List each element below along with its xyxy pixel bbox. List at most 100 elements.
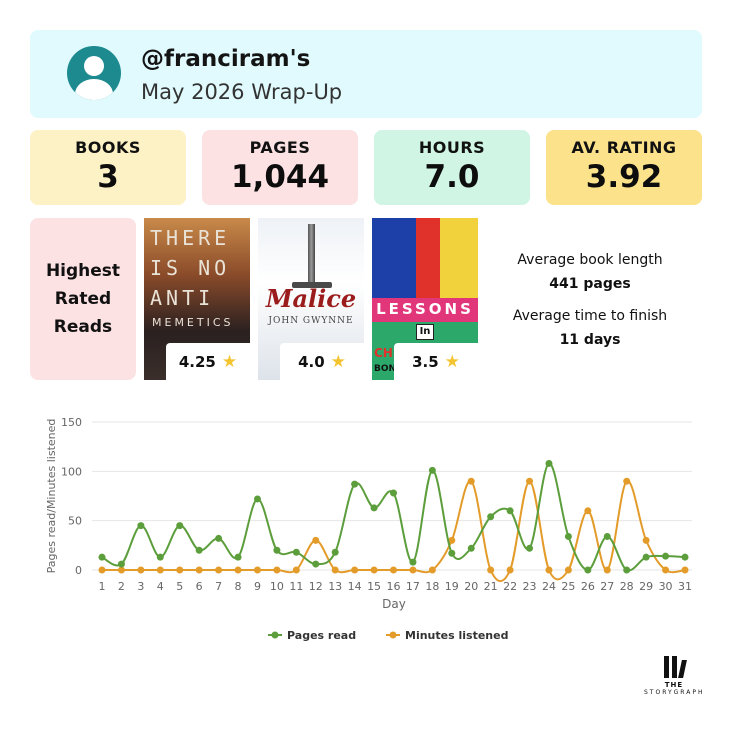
x-tick-label: 16 [387,580,401,593]
x-tick-label: 31 [678,580,692,593]
book-cover-there-is-no-antimemetics[interactable]: THERE IS NO ANTI MEMETICS 4.25 ★ [144,218,250,380]
data-point-pages-read [176,522,184,530]
data-point-minutes-listened [603,566,611,574]
data-point-minutes-listened [137,566,145,574]
data-point-minutes-listened [156,566,164,574]
data-point-minutes-listened [506,566,514,574]
avatar-head [84,56,104,76]
sword-guard [292,282,332,288]
x-tick-label: 21 [484,580,498,593]
x-tick-label: 24 [542,580,556,593]
x-tick-label: 25 [561,580,575,593]
logo-text: STORYGRAPH [644,689,705,696]
data-point-pages-read [253,495,261,503]
data-point-pages-read [137,522,145,530]
data-point-pages-read [487,513,495,521]
storygraph-logo: THE STORYGRAPH [644,656,704,696]
highest-rated-line: Reads [53,317,113,337]
book-rating-badge: 4.0 ★ [280,343,364,380]
data-point-minutes-listened [351,566,359,574]
x-axis-label: Day [382,597,406,611]
avg-length-value: 441 pages [549,276,631,292]
data-point-pages-read [390,489,397,497]
star-icon: ★ [330,351,346,372]
highest-rated-line: Highest [45,261,121,281]
data-point-pages-read [623,566,631,574]
book-rating-value: 3.5 [412,352,439,371]
cover-author: JOHN GWYNNE [268,316,354,326]
book-rating-badge: 4.25 ★ [166,343,250,380]
x-tick-label: 11 [289,580,303,593]
data-point-pages-read [312,560,320,568]
legend-entry: Pages read [287,629,356,642]
x-tick-label: 12 [309,580,323,593]
storygraph-logo-icon [644,656,704,678]
data-point-pages-read [506,507,514,515]
cover-panel [416,218,440,298]
x-tick-label: 2 [118,580,125,593]
data-point-pages-read [662,552,670,560]
data-point-minutes-listened [253,566,261,574]
stat-books: BOOKS 3 [30,130,186,205]
data-point-minutes-listened [584,507,592,515]
cover-panel [372,218,416,298]
sword-illustration [308,224,315,286]
data-point-pages-read [156,553,164,561]
stat-label: AV. RATING [571,138,677,157]
data-point-minutes-listened [526,477,534,485]
x-tick-label: 18 [425,580,439,593]
x-tick-label: 1 [99,580,106,593]
legend-entry: Minutes listened [405,629,508,642]
highest-rated-label: Highest Rated Reads [30,218,136,380]
book-cover-malice[interactable]: Malice JOHN GWYNNE 4.0 ★ [258,218,364,380]
avg-time-value: 11 days [559,332,621,348]
x-tick-label: 7 [215,580,222,593]
x-tick-label: 14 [348,580,362,593]
data-point-minutes-listened [662,566,670,574]
stat-value: 3.92 [585,159,663,195]
y-axis-label: Pages read/Minutes listened [45,419,58,574]
data-point-pages-read [448,549,456,557]
y-tick-label: 150 [61,416,82,429]
user-handle[interactable]: @franciram's [141,46,311,72]
data-point-minutes-listened [467,477,475,485]
stat-value: 1,044 [230,159,330,195]
cover-panel [440,218,478,298]
book-cover-lessons-in-chemistry[interactable]: LESSONS In CHE BONN 3.5 ★ [372,218,478,380]
data-point-minutes-listened [448,536,456,544]
data-point-pages-read [292,548,300,556]
data-point-pages-read [545,459,553,467]
x-tick-label: 4 [157,580,164,593]
x-tick-label: 17 [406,580,420,593]
data-point-minutes-listened [390,566,397,574]
x-tick-label: 20 [464,580,478,593]
star-icon: ★ [221,351,238,372]
data-point-pages-read [467,544,475,552]
x-tick-label: 15 [367,580,381,593]
stat-value: 7.0 [424,159,480,195]
data-point-pages-read [526,544,534,552]
cover-title: LESSONS [376,300,474,318]
x-tick-label: 19 [445,580,459,593]
data-point-minutes-listened [623,477,631,485]
book-rating-badge: 3.5 ★ [394,343,478,380]
x-tick-label: 30 [659,580,673,593]
cover-title: Malice [265,284,357,313]
data-point-pages-read [370,504,378,512]
y-tick-label: 100 [61,465,82,478]
data-point-minutes-listened [98,566,106,574]
data-point-pages-read [273,546,281,554]
data-point-pages-read [642,553,650,561]
cover-panel [372,298,478,322]
data-point-minutes-listened [234,566,242,574]
data-point-minutes-listened [370,566,378,574]
user-avatar-icon[interactable] [67,46,121,100]
avg-time-label: Average time to finish [512,308,668,324]
y-tick-label: 50 [68,515,82,528]
cover-text: THERE [150,226,231,250]
avatar-body [75,79,113,100]
data-point-minutes-listened [215,566,223,574]
stat-value: 3 [97,159,119,195]
y-tick-label: 0 [75,564,82,577]
x-tick-label: 5 [176,580,183,593]
